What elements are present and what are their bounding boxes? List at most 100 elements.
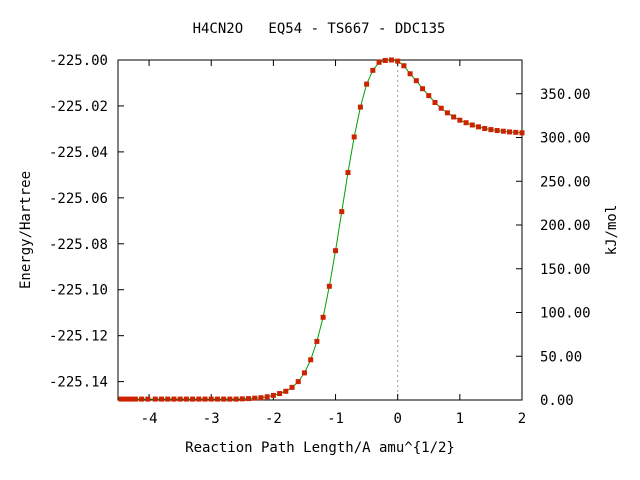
y-tick-label: -225.02 [49, 99, 108, 115]
y2-axis-label: kJ/mol [604, 205, 620, 256]
data-point [444, 110, 450, 116]
data-point [132, 396, 138, 402]
y2-tick-label: 100.00 [540, 306, 591, 322]
data-point [326, 283, 332, 289]
data-point [339, 209, 345, 215]
y2-tick-label: 0.00 [540, 393, 574, 409]
data-point [221, 396, 227, 402]
data-point [388, 57, 394, 63]
data-point [239, 396, 245, 402]
data-point [370, 67, 376, 73]
data-point [463, 120, 469, 126]
y2-tick-label: 200.00 [540, 218, 591, 234]
chart-title: H4CN2O EQ54 - TS667 - DDC135 [193, 21, 446, 37]
data-point [401, 63, 407, 69]
data-point [457, 117, 463, 123]
y2-tick-label: 300.00 [540, 131, 591, 147]
energy-curve [121, 59, 523, 400]
y-tick-label: -225.14 [49, 375, 108, 391]
data-point [196, 396, 202, 402]
y-axis-label: Energy/Hartree [18, 171, 34, 289]
data-point [308, 357, 314, 363]
data-point [270, 392, 276, 398]
x-axis-label: Reaction Path Length/A amu^{1/2} [185, 440, 455, 456]
data-point [202, 396, 208, 402]
y2-tick-label: 50.00 [540, 349, 582, 365]
data-point [488, 127, 494, 133]
y-tick-label: -225.10 [49, 283, 108, 299]
x-tick-label: 0 [393, 411, 401, 427]
y2-tick-label: 250.00 [540, 174, 591, 190]
data-point [494, 128, 500, 134]
y2-axis-ticks: 0.00 50.00 100.00 150.00 200.00 250.00 300.00 3… [516, 87, 591, 409]
y-tick-label: -225.06 [49, 191, 108, 207]
data-point [165, 396, 171, 402]
y2-tick-label: 150.00 [540, 262, 591, 278]
data-point [246, 396, 252, 402]
data-point [122, 396, 128, 402]
data-point [513, 129, 519, 135]
data-point [127, 396, 133, 402]
data-point [333, 248, 339, 254]
data-point [233, 396, 239, 402]
data-point [183, 396, 189, 402]
data-point [139, 396, 145, 402]
data-point [177, 396, 183, 402]
data-point [145, 396, 151, 402]
data-point [190, 396, 196, 402]
data-point [314, 338, 320, 344]
data-point [351, 134, 357, 140]
data-point [289, 384, 295, 390]
data-point [426, 93, 432, 99]
y2-tick-label: 350.00 [540, 87, 591, 103]
data-point [152, 396, 158, 402]
data-point [482, 125, 488, 131]
data-point [208, 396, 214, 402]
data-point [277, 391, 283, 397]
data-point [407, 71, 413, 77]
data-point [252, 395, 258, 401]
data-point [283, 388, 289, 394]
y-axis-ticks: -225.00 -225.02 -225.04 -225.06 -225.08 -225.… [49, 53, 124, 391]
data-point [301, 370, 307, 376]
x-tick-label: -1 [327, 411, 344, 427]
data-point [376, 59, 382, 65]
data-point [475, 124, 481, 130]
data-point [500, 128, 506, 134]
y-tick-label: -225.04 [49, 145, 108, 161]
data-point [159, 396, 165, 402]
x-axis-ticks: -4 -3 -2 -1 0 1 2 [141, 60, 526, 427]
data-point [519, 130, 525, 136]
data-point [214, 396, 220, 402]
data-point [171, 396, 177, 402]
plot-frame [117, 59, 523, 401]
data-point [364, 81, 370, 87]
data-point [438, 105, 444, 111]
data-point [469, 122, 475, 128]
data-point [382, 57, 388, 63]
data-point [320, 314, 326, 320]
data-point [507, 129, 513, 135]
data-point [395, 58, 401, 64]
data-point [295, 379, 301, 385]
data-point [345, 170, 351, 176]
data-point [118, 396, 124, 402]
x-tick-label: 2 [518, 411, 526, 427]
data-points [118, 57, 525, 402]
y-tick-label: -225.00 [49, 53, 108, 69]
data-point [264, 394, 270, 400]
x-tick-label: -2 [265, 411, 282, 427]
x-tick-label: -4 [141, 411, 158, 427]
data-point [413, 78, 419, 84]
data-point [420, 86, 426, 92]
data-point [227, 396, 233, 402]
x-tick-label: -3 [203, 411, 220, 427]
y-tick-label: -225.12 [49, 329, 108, 345]
x-tick-label: 1 [456, 411, 464, 427]
y-tick-label: -225.08 [49, 237, 108, 253]
data-point [258, 395, 264, 401]
data-point [357, 104, 363, 110]
data-point [432, 100, 438, 105]
data-point [451, 114, 457, 120]
